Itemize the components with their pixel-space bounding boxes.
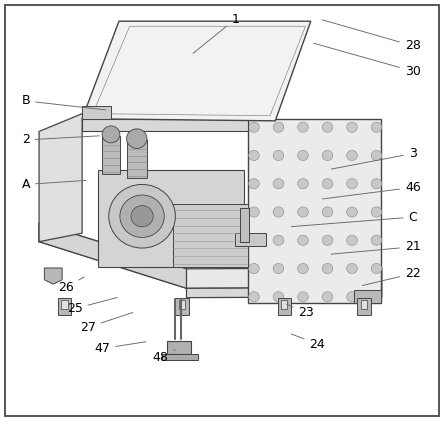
Polygon shape [186, 287, 382, 298]
Circle shape [371, 207, 382, 217]
Polygon shape [175, 298, 189, 315]
Circle shape [297, 179, 308, 189]
Circle shape [347, 207, 357, 217]
Circle shape [273, 263, 284, 273]
Text: 30: 30 [313, 43, 421, 78]
Text: 23: 23 [287, 304, 314, 319]
Polygon shape [248, 119, 381, 303]
Polygon shape [357, 298, 371, 315]
Circle shape [273, 235, 284, 245]
Text: B: B [21, 95, 106, 110]
Polygon shape [39, 223, 186, 288]
Circle shape [347, 235, 357, 245]
Polygon shape [39, 102, 111, 242]
Circle shape [371, 179, 382, 189]
Circle shape [249, 235, 259, 245]
Circle shape [347, 292, 357, 302]
Circle shape [273, 207, 284, 217]
Polygon shape [240, 208, 249, 242]
Circle shape [347, 263, 357, 273]
Text: 3: 3 [331, 147, 417, 169]
Circle shape [297, 122, 308, 132]
Circle shape [273, 151, 284, 161]
Text: 27: 27 [80, 312, 133, 334]
Polygon shape [166, 341, 191, 354]
Polygon shape [354, 290, 381, 303]
Polygon shape [361, 300, 367, 309]
Circle shape [297, 207, 308, 217]
Text: 1: 1 [193, 13, 239, 53]
Polygon shape [162, 354, 198, 360]
Circle shape [322, 122, 333, 132]
Circle shape [347, 122, 357, 132]
Circle shape [297, 151, 308, 161]
Text: 24: 24 [291, 334, 325, 351]
Circle shape [273, 292, 284, 302]
Text: 46: 46 [322, 181, 421, 199]
Circle shape [109, 184, 175, 248]
Circle shape [120, 195, 164, 237]
Circle shape [322, 292, 333, 302]
Polygon shape [61, 300, 67, 309]
Circle shape [102, 126, 120, 143]
Polygon shape [82, 106, 111, 119]
Circle shape [322, 151, 333, 161]
Text: C: C [291, 211, 417, 226]
Text: 28: 28 [322, 20, 421, 52]
Circle shape [371, 151, 382, 161]
Circle shape [347, 151, 357, 161]
Circle shape [249, 122, 259, 132]
Circle shape [249, 263, 259, 273]
Circle shape [249, 207, 259, 217]
Text: 26: 26 [58, 277, 84, 294]
Circle shape [249, 151, 259, 161]
Circle shape [371, 292, 382, 302]
Circle shape [297, 235, 308, 245]
Circle shape [249, 179, 259, 189]
Circle shape [322, 263, 333, 273]
Polygon shape [173, 204, 248, 267]
Circle shape [322, 235, 333, 245]
Text: 25: 25 [67, 298, 117, 315]
Circle shape [371, 263, 382, 273]
Circle shape [322, 207, 333, 217]
Text: 22: 22 [362, 267, 421, 285]
Circle shape [297, 263, 308, 273]
Circle shape [322, 179, 333, 189]
Text: 47: 47 [94, 342, 146, 355]
Circle shape [273, 122, 284, 132]
Circle shape [273, 179, 284, 189]
Polygon shape [235, 233, 266, 246]
Polygon shape [102, 136, 120, 174]
Polygon shape [281, 300, 287, 309]
Polygon shape [278, 298, 291, 315]
Circle shape [127, 129, 147, 148]
Circle shape [347, 179, 357, 189]
Circle shape [297, 292, 308, 302]
Text: A: A [21, 178, 86, 191]
Circle shape [371, 122, 382, 132]
Polygon shape [58, 298, 71, 315]
Polygon shape [82, 119, 248, 131]
Text: 48: 48 [153, 350, 175, 363]
Text: 2: 2 [22, 134, 99, 146]
Polygon shape [39, 223, 382, 288]
Circle shape [249, 292, 259, 302]
Text: 21: 21 [331, 240, 421, 254]
Polygon shape [98, 170, 244, 267]
Polygon shape [127, 140, 147, 178]
Polygon shape [82, 21, 311, 121]
Circle shape [371, 235, 382, 245]
Polygon shape [178, 300, 185, 309]
Polygon shape [44, 268, 62, 284]
Circle shape [131, 206, 153, 227]
